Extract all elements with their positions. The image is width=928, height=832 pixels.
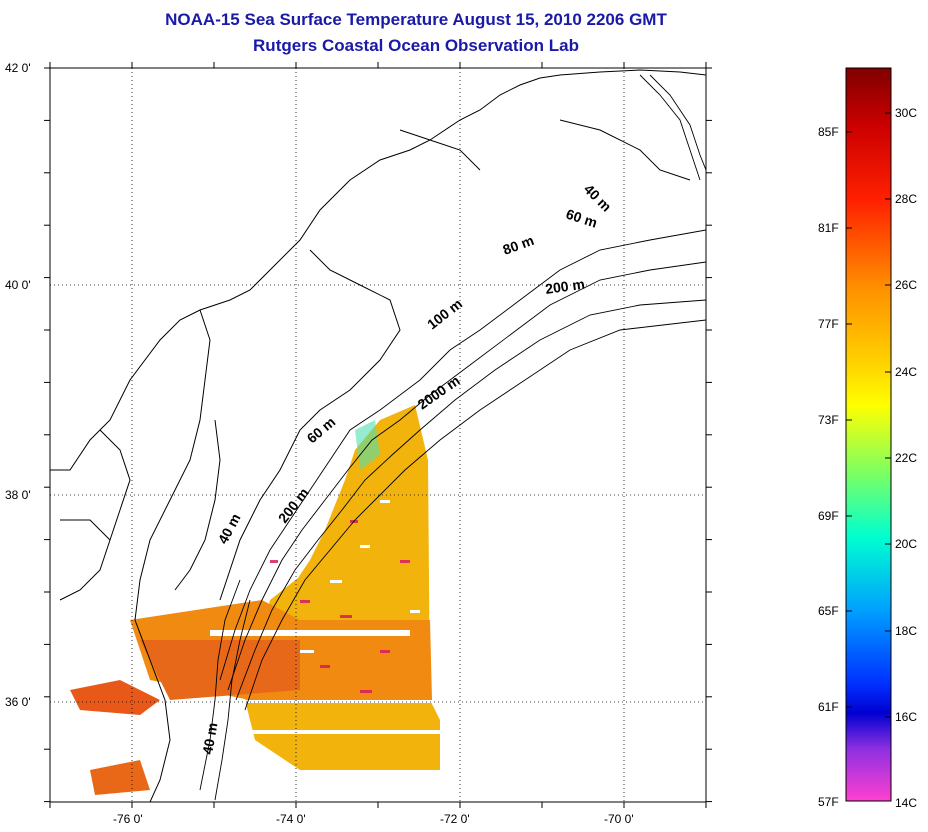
lat-label-42: 42 0'	[5, 61, 31, 75]
map-title: NOAA-15 Sea Surface Temperature August 1…	[165, 10, 667, 29]
bathymetry-contours	[199, 74, 706, 801]
contour-label-200m-north: 200 m	[544, 276, 586, 297]
map-subtitle: Rutgers Coastal Ocean Observation Lab	[253, 36, 579, 55]
cb-f-69: 69F	[818, 509, 839, 523]
cb-f-81: 81F	[818, 221, 839, 235]
cb-c-28: 28C	[895, 192, 917, 206]
lon-label-74: -74 0'	[276, 812, 306, 826]
lon-label-70: -70 0'	[604, 812, 634, 826]
cb-f-65: 65F	[818, 604, 839, 618]
cb-c-14: 14C	[895, 796, 917, 810]
colorbar	[845, 67, 892, 802]
cb-f-61: 61F	[818, 700, 839, 714]
cb-c-30: 30C	[895, 106, 917, 120]
cb-f-73: 73F	[818, 413, 839, 427]
cb-c-22: 22C	[895, 451, 917, 465]
map-ticks	[44, 62, 712, 808]
cb-f-85: 85F	[818, 125, 839, 139]
lat-label-38: 38 0'	[5, 488, 31, 502]
cb-f-57: 57F	[818, 795, 839, 809]
contour-label-40m-south: 40 m	[199, 721, 220, 755]
colorbar-ticks	[846, 112, 891, 718]
lon-label-72: -72 0'	[440, 812, 470, 826]
lon-label-76: -76 0'	[113, 812, 143, 826]
cb-f-77: 77F	[818, 317, 839, 331]
map-gridlines	[50, 68, 706, 802]
lat-label-36: 36 0'	[5, 695, 31, 709]
cb-c-18: 18C	[895, 624, 917, 638]
cb-c-24: 24C	[895, 365, 917, 379]
cb-c-16: 16C	[895, 710, 917, 724]
lat-label-40: 40 0'	[5, 278, 31, 292]
sst-data-swath	[70, 405, 440, 795]
cb-c-20: 20C	[895, 537, 917, 551]
cb-c-26: 26C	[895, 278, 917, 292]
coastline	[50, 69, 706, 802]
